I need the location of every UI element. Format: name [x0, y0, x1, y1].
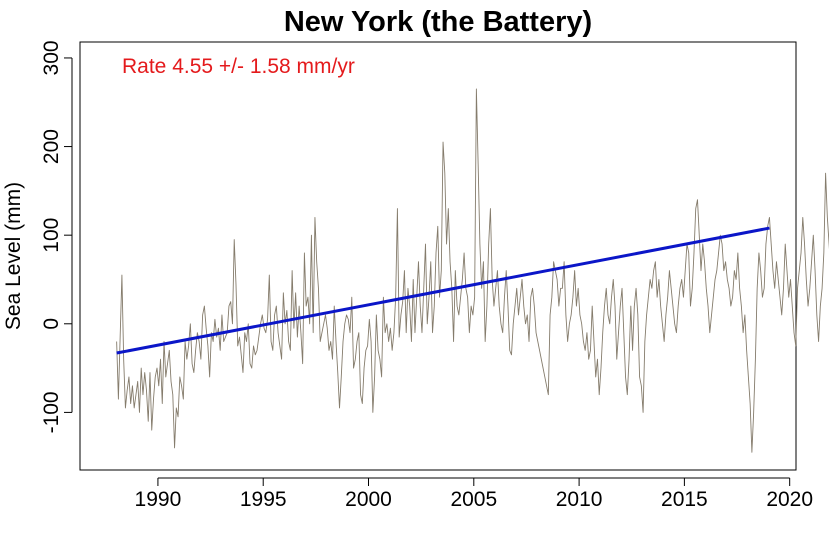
- y-tick-label: 300: [40, 40, 63, 75]
- plot-area-frame: [79, 41, 797, 471]
- y-tick-label: 200: [40, 129, 63, 164]
- x-tick-label: 2020: [766, 488, 813, 511]
- trend-line: [116, 226, 770, 355]
- x-tick-label: 2005: [450, 488, 497, 511]
- monthly-sea-level-line: [116, 88, 829, 453]
- y-tick-label: 100: [40, 218, 63, 253]
- chart-title: New York (the Battery): [284, 6, 592, 38]
- series-layer: [116, 88, 829, 453]
- y-axis: -100 0 100 200 300: [40, 40, 73, 433]
- x-tick-label: 2010: [556, 488, 603, 511]
- y-tick-label: 0: [40, 318, 63, 330]
- x-axis: 1990 1995 2000 2005 2010 2015 2020: [135, 477, 813, 511]
- x-tick-label: 2000: [345, 488, 392, 511]
- x-tick-label: 2015: [661, 488, 708, 511]
- x-tick-label: 1990: [135, 488, 182, 511]
- y-tick-label: -100: [40, 391, 63, 433]
- rate-annotation: Rate 4.55 +/- 1.58 mm/yr: [122, 55, 355, 78]
- y-axis-label: Sea Level (mm): [2, 182, 25, 330]
- x-tick-label: 1995: [240, 488, 287, 511]
